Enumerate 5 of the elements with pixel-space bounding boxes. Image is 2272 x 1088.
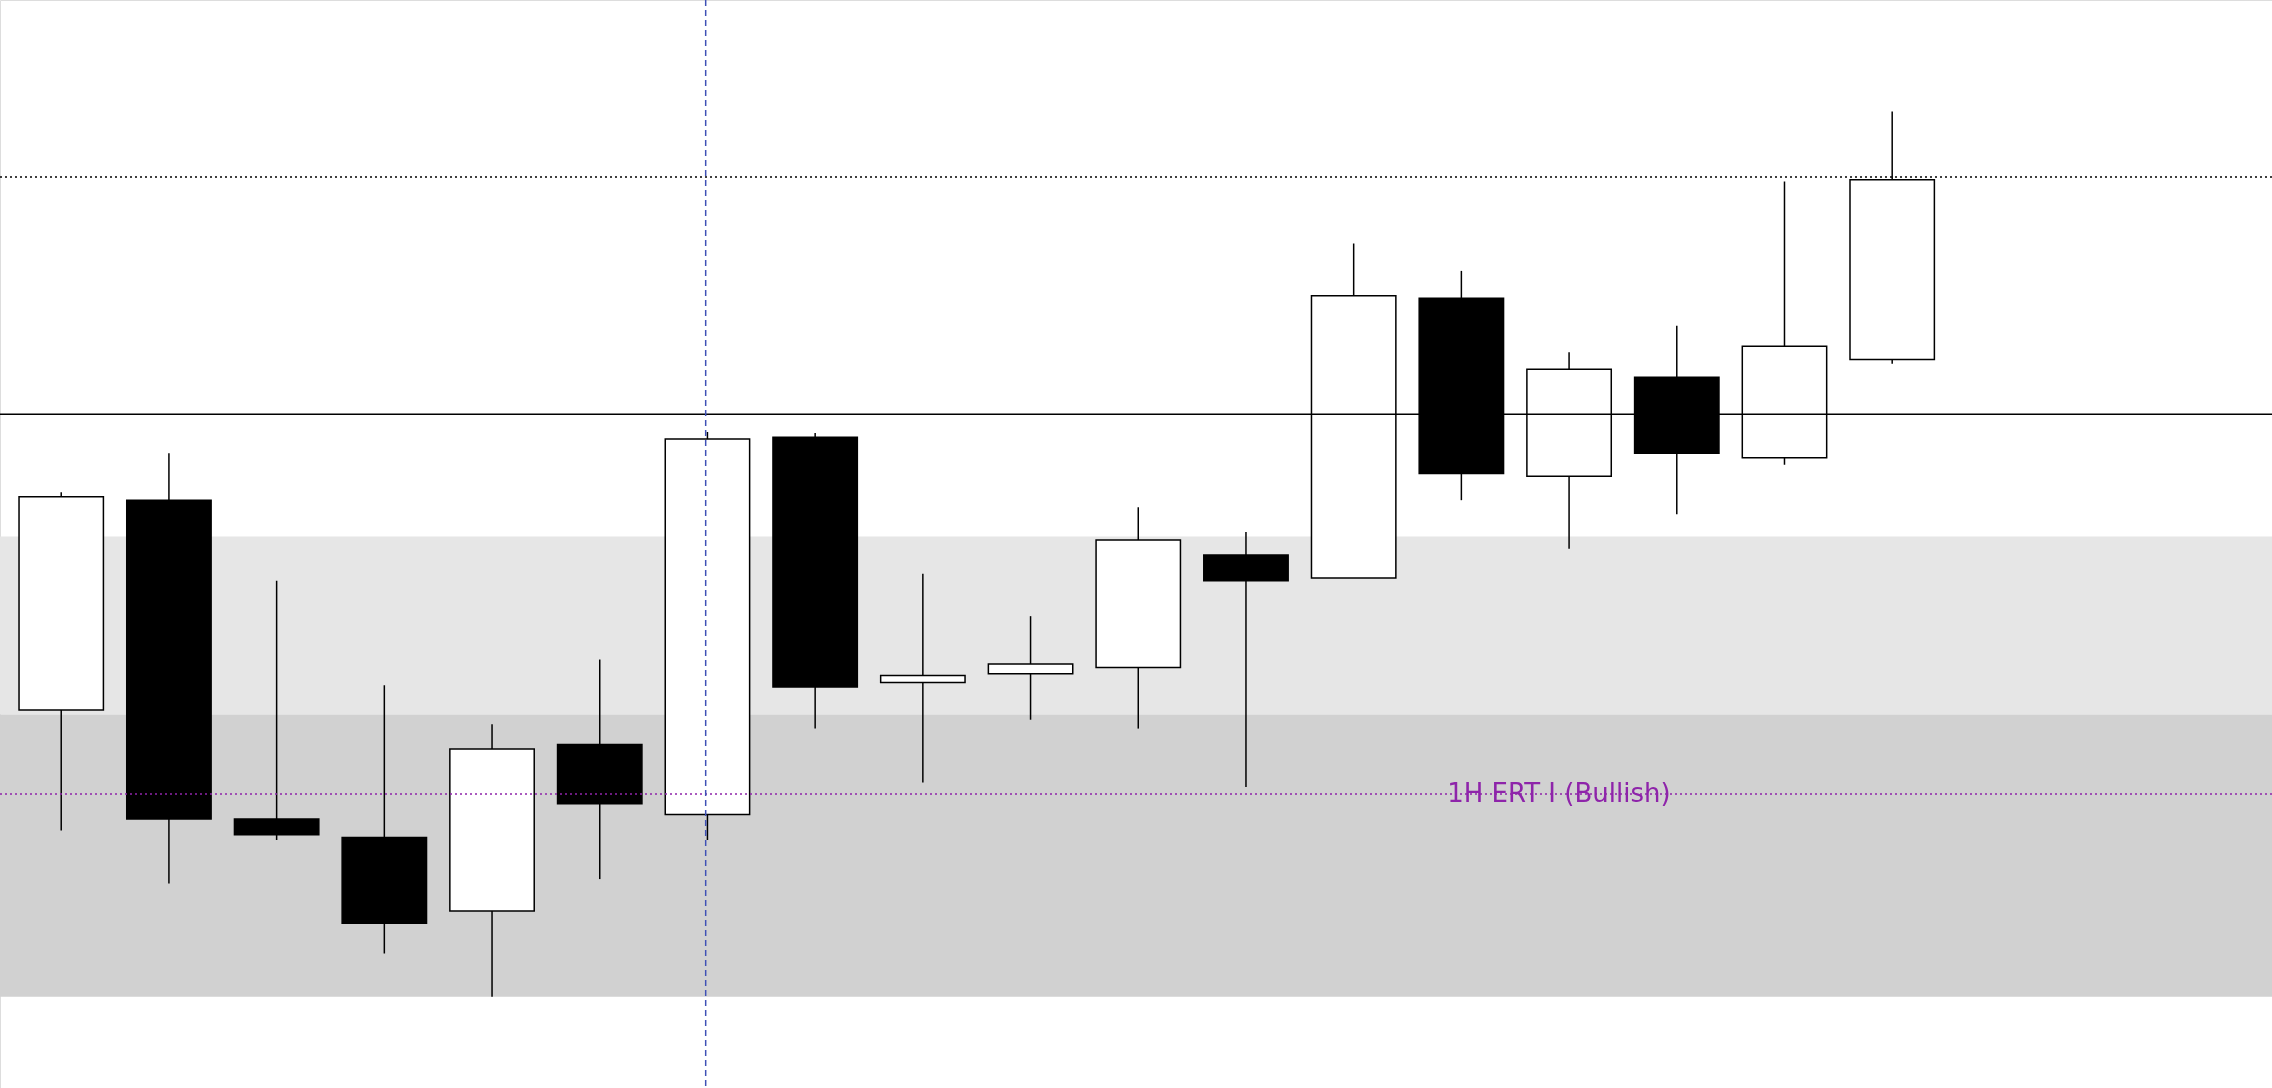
candlestick <box>233 579 320 841</box>
candlestick <box>987 615 1074 721</box>
candlestick <box>879 572 966 784</box>
ref-line-label: 1H ERT I (Bullish) <box>1447 778 1671 809</box>
candlestick <box>1203 531 1289 788</box>
